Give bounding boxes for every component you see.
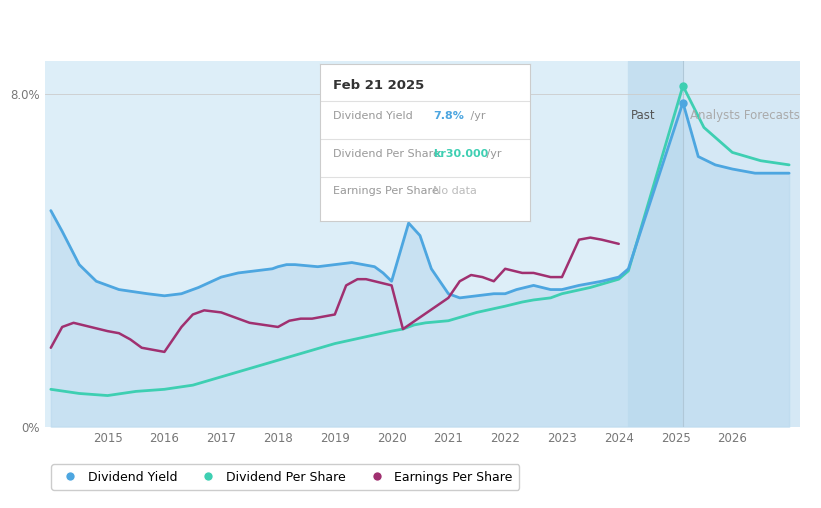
Text: Dividend Per Share: Dividend Per Share: [333, 148, 439, 158]
Text: Feb 21 2025: Feb 21 2025: [333, 79, 424, 92]
Text: No data: No data: [433, 186, 477, 196]
Text: /yr: /yr: [484, 148, 502, 158]
Legend: Dividend Yield, Dividend Per Share, Earnings Per Share: Dividend Yield, Dividend Per Share, Earn…: [52, 464, 519, 490]
Text: Past: Past: [631, 109, 656, 122]
Bar: [683, 61, 800, 427]
Text: kr30.000: kr30.000: [433, 148, 488, 158]
Text: Dividend Yield: Dividend Yield: [333, 111, 412, 121]
Text: Analysts Forecasts: Analysts Forecasts: [690, 109, 800, 122]
Text: /yr: /yr: [466, 111, 485, 121]
Text: Earnings Per Share: Earnings Per Share: [333, 186, 438, 196]
Text: 7.8%: 7.8%: [433, 111, 464, 121]
Bar: [628, 61, 683, 427]
